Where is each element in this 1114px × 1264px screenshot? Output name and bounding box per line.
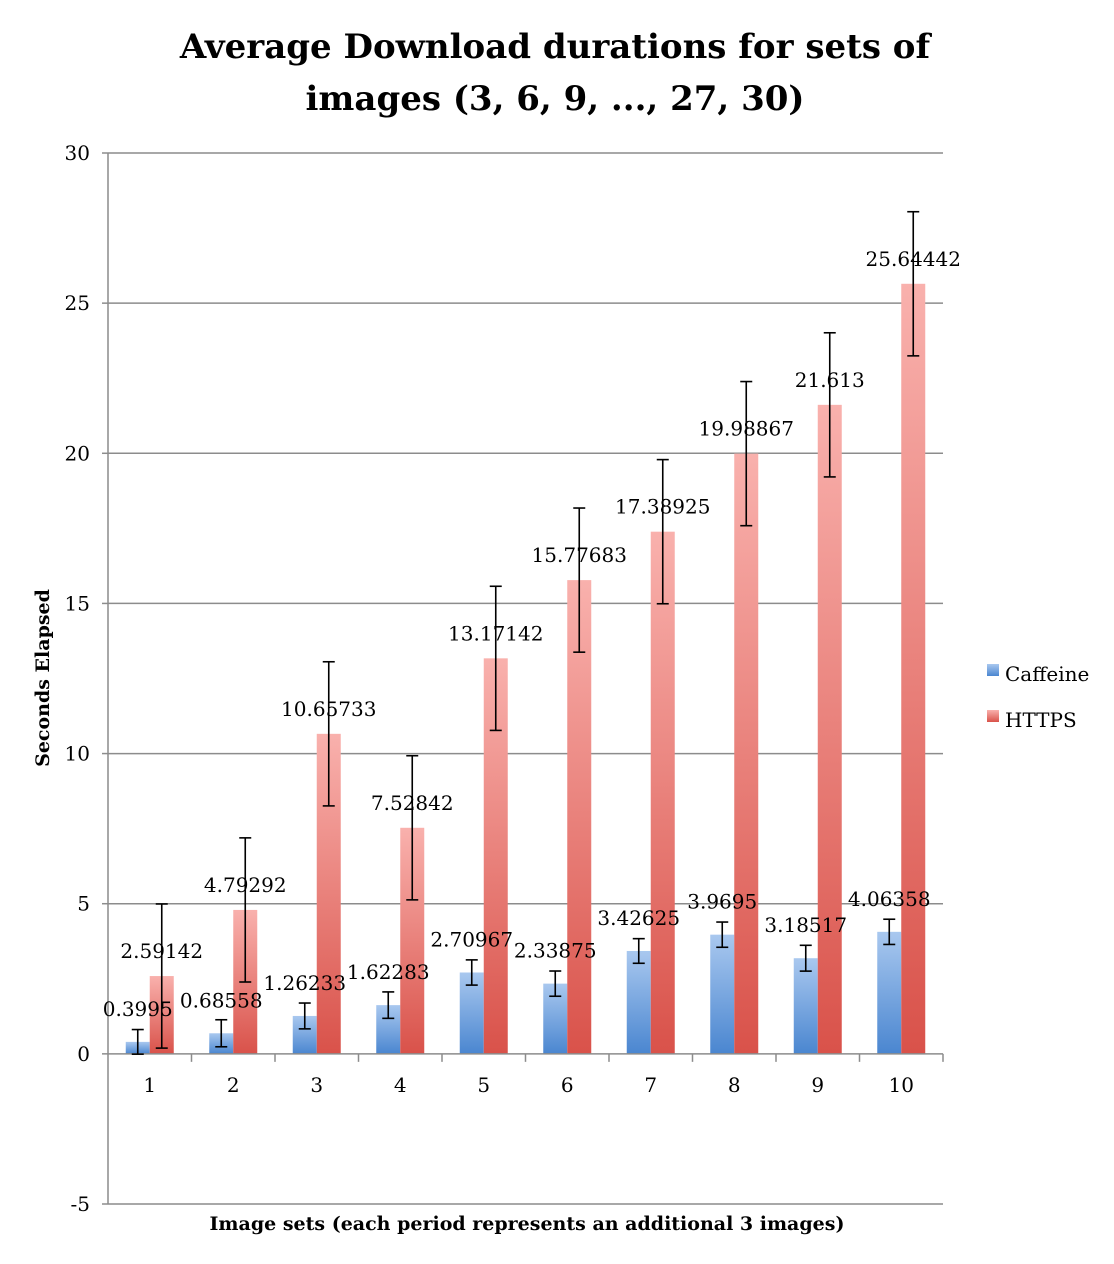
bars — [125, 283, 926, 1054]
bar-https-9 — [817, 404, 842, 1054]
bar-caffeine-9 — [793, 958, 818, 1054]
x-tick-label: 2 — [227, 1073, 240, 1097]
data-labels: 0.39952.591420.685584.792921.2623310.657… — [103, 210, 961, 1055]
x-tick-label: 4 — [394, 1073, 407, 1097]
bar-https-6 — [567, 580, 592, 1054]
x-tick-label: 6 — [561, 1073, 574, 1097]
data-label-https: 7.52842 — [371, 791, 454, 815]
y-tick-label: -5 — [71, 1192, 90, 1216]
data-label-https: 17.38925 — [615, 495, 710, 519]
data-label-caffeine: 3.42625 — [597, 906, 680, 930]
x-tick-label: 3 — [310, 1073, 323, 1097]
x-tick-label: 1 — [143, 1073, 156, 1097]
chart-title-line-2: images (3, 6, 9, ..., 27, 30) — [306, 79, 805, 119]
bar-https-10 — [901, 283, 926, 1054]
chart-title-line-1: Average Download durations for sets of — [179, 27, 933, 67]
data-label-https: 15.77683 — [532, 543, 627, 567]
x-tick-label: 10 — [889, 1073, 914, 1097]
legend-label-https: HTTPS — [1005, 708, 1077, 732]
data-label-caffeine: 2.33875 — [514, 939, 597, 963]
legend: Caffeine HTTPS — [987, 662, 1089, 732]
data-label-caffeine: 0.68558 — [180, 988, 263, 1012]
bar-caffeine-8 — [710, 934, 735, 1054]
y-tick-label: 20 — [65, 441, 90, 465]
bar-caffeine-10 — [877, 931, 902, 1054]
data-label-caffeine: 2.70967 — [430, 927, 513, 951]
x-tick-label: 5 — [477, 1073, 490, 1097]
y-tick-label: 5 — [77, 892, 90, 916]
y-tick-label: 10 — [65, 742, 90, 766]
data-label-caffeine: 3.9695 — [687, 890, 757, 914]
data-label-https: 4.79292 — [204, 873, 287, 897]
data-label-https: 21.613 — [795, 368, 865, 392]
y-tick-label: 30 — [65, 141, 90, 165]
data-label-https: 25.64442 — [866, 247, 961, 271]
data-label-caffeine: 1.62283 — [347, 960, 430, 984]
y-tick-label: 0 — [77, 1042, 90, 1066]
gridlines — [108, 152, 943, 1205]
x-tick-label: 7 — [644, 1073, 657, 1097]
legend-label-caffeine: Caffeine — [1005, 662, 1089, 686]
y-tick-label: 15 — [65, 591, 90, 615]
x-tick-label: 8 — [728, 1073, 741, 1097]
legend-swatch-https — [987, 710, 999, 722]
data-label-https: 2.59142 — [120, 939, 203, 963]
data-label-https: 13.17142 — [448, 621, 543, 645]
data-label-https: 10.65733 — [281, 697, 376, 721]
data-label-caffeine: 1.26233 — [263, 971, 346, 995]
x-axis-title: Image sets (each period represents an ad… — [210, 1213, 845, 1235]
data-label-caffeine: 4.06358 — [848, 887, 931, 911]
legend-swatch-caffeine — [987, 664, 999, 676]
bar-caffeine-5 — [459, 972, 484, 1054]
y-axis-title: Seconds Elapsed — [32, 589, 54, 767]
data-label-caffeine: 3.18517 — [764, 913, 847, 937]
data-label-https: 19.98867 — [699, 417, 794, 441]
x-tick-label: 9 — [811, 1073, 824, 1097]
axes: -5 0 5 10 15 20 25 30 1 2 3 4 5 6 7 8 9 10 — [65, 141, 944, 1216]
bar-caffeine-7 — [626, 950, 651, 1054]
y-tick-label: 25 — [65, 291, 90, 315]
bar-https-8 — [734, 453, 759, 1054]
bar-https-7 — [650, 531, 675, 1054]
